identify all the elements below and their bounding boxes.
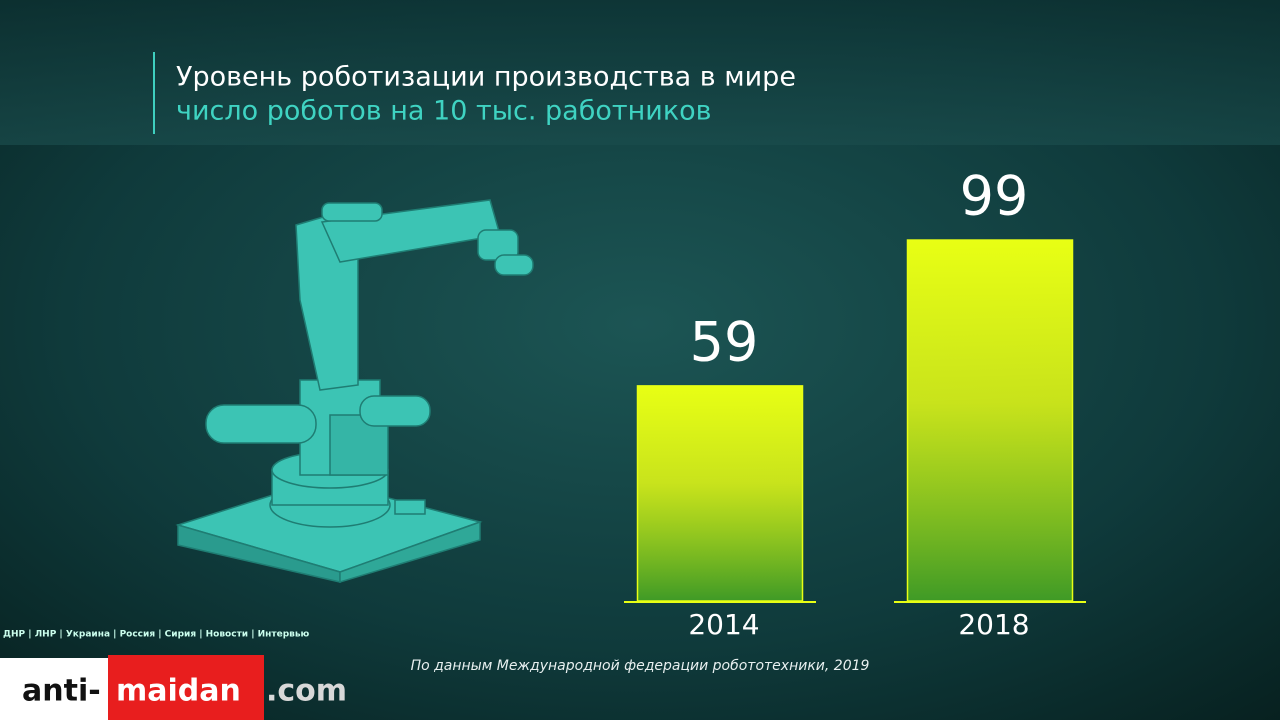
value-label: 59 xyxy=(690,311,759,374)
bar xyxy=(906,239,1074,602)
watermark-right: .com xyxy=(266,674,347,709)
watermark-middle: maidan xyxy=(116,674,241,709)
header-band xyxy=(0,0,1280,145)
robot-illustration xyxy=(175,199,534,584)
bar xyxy=(636,385,804,602)
x-tick-label: 2018 xyxy=(958,608,1029,641)
chart-subtitle: число роботов на 10 тыс. работников xyxy=(176,96,712,127)
source-note: По данным Международной федерации робото… xyxy=(411,658,870,674)
watermark-left: anti- xyxy=(22,674,101,709)
nav-links: ДНР | ЛНР | Украина | Россия | Сирия | Н… xyxy=(3,630,310,640)
chart-title: Уровень роботизации производства в мире xyxy=(176,62,796,93)
watermark-bg-mid xyxy=(108,655,264,720)
x-tick-label: 2014 xyxy=(688,608,759,641)
value-label: 99 xyxy=(960,165,1029,228)
watermark-bg-left xyxy=(0,658,108,720)
